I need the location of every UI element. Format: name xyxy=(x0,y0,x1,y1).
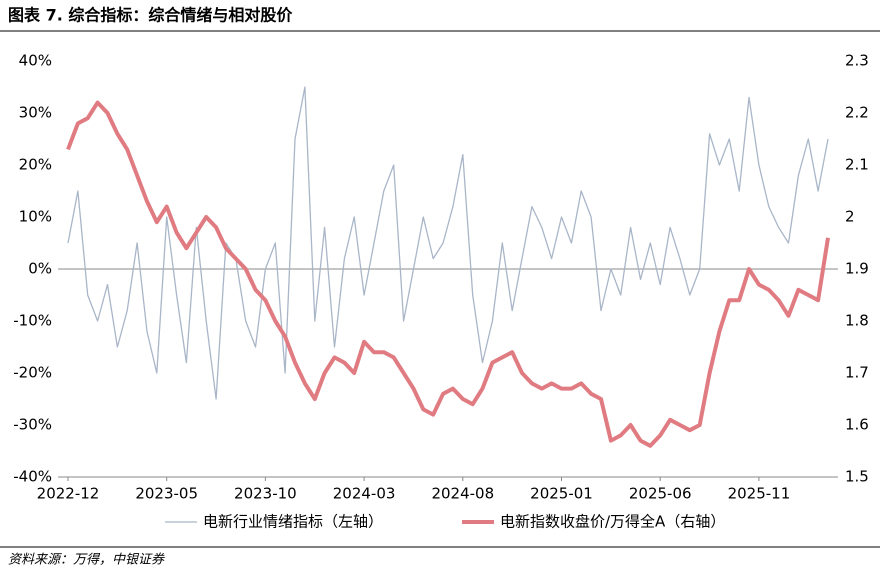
y2-tick-label: 1.9 xyxy=(845,260,869,278)
y-tick-label: 10% xyxy=(19,208,52,226)
y-tick-label: -20% xyxy=(13,364,52,382)
x-tick-label: 2024-03 xyxy=(333,485,396,503)
x-tick-label: 2025-11 xyxy=(728,485,791,503)
y2-tick-label: 1.7 xyxy=(845,364,869,382)
y-tick-label: -10% xyxy=(13,312,52,330)
y2-tick-label: 2 xyxy=(845,208,855,226)
y2-tick-label: 2.3 xyxy=(845,52,869,70)
sentiment-line xyxy=(67,86,829,400)
y2-tick-label: 2.2 xyxy=(845,104,869,122)
x-tick-label: 2025-06 xyxy=(629,485,692,503)
y-tick-label: -40% xyxy=(13,468,52,486)
y-tick-label: 30% xyxy=(19,104,52,122)
y2-tick-label: 1.6 xyxy=(845,416,869,434)
y2-tick-label: 1.5 xyxy=(845,468,869,486)
y-tick-label: 0% xyxy=(28,260,52,278)
source: 资料来源：万得，中银证券 xyxy=(8,553,165,568)
chart-title: 图表 7. 综合指标：综合情绪与相对股价 xyxy=(8,6,293,25)
x-tick-label: 2023-10 xyxy=(234,485,297,503)
y-tick-label: 20% xyxy=(19,156,52,174)
price-line xyxy=(66,100,830,448)
y-tick-label: 40% xyxy=(19,52,52,70)
x-tick-label: 2025-01 xyxy=(530,485,593,503)
legend-label: 电新行业情绪指标（左轴） xyxy=(203,513,383,531)
x-tick-label: 2023-05 xyxy=(135,485,198,503)
y-tick-label: -30% xyxy=(13,416,52,434)
x-tick-label: 2024-08 xyxy=(431,485,494,503)
y2-tick-label: 1.8 xyxy=(845,312,869,330)
legend-label: 电新指数收盘价/万得全A（右轴） xyxy=(500,513,725,531)
y2-tick-label: 2.1 xyxy=(845,156,869,174)
x-tick-label: 2022-12 xyxy=(37,485,100,503)
